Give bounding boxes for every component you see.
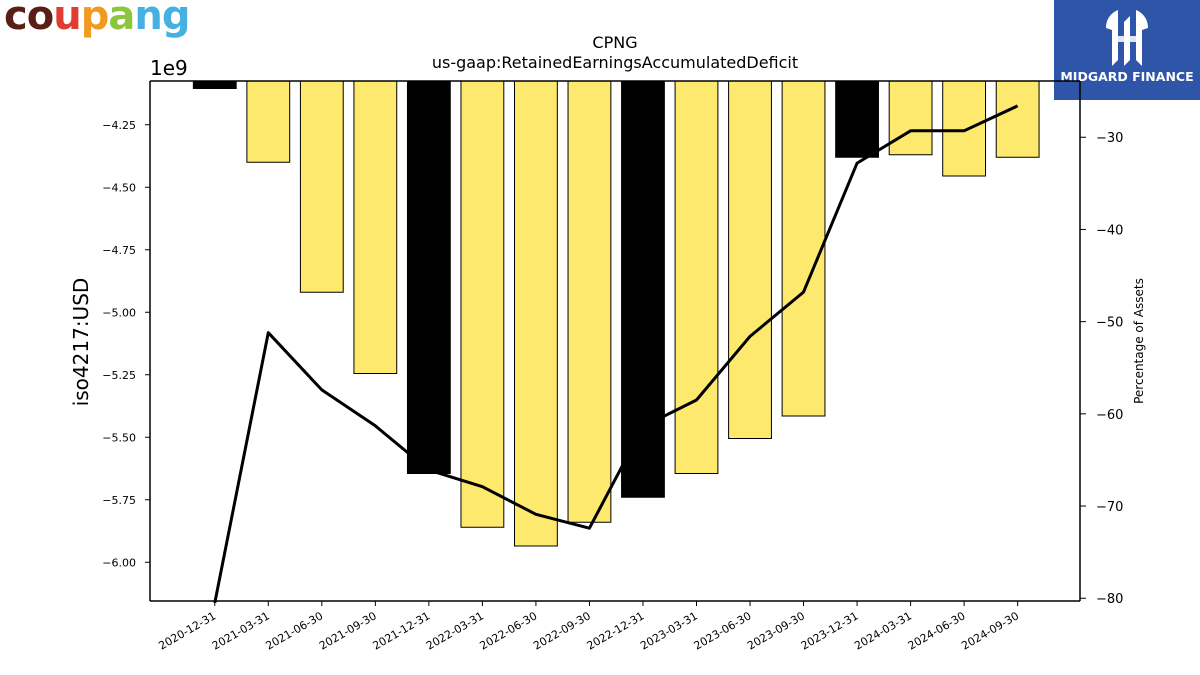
logo-letter: u [53, 0, 82, 39]
bar [942, 80, 987, 177]
midgard-finance-label: MIDGARD FINANCE [1060, 69, 1194, 84]
logo-letter: c [4, 0, 28, 39]
y-tick-label: −4.50 [102, 181, 136, 194]
y2-tick-label: −40 [1096, 223, 1123, 238]
x-tick-label: 2022-09-30 [531, 609, 593, 652]
y2-tick-label: −50 [1096, 316, 1123, 331]
bar [192, 80, 237, 89]
x-tick-label: 2024-03-31 [852, 609, 914, 652]
y-axis-label: iso4217:USD [69, 278, 93, 407]
y-tick-label: −4.25 [102, 119, 136, 132]
bar [835, 80, 879, 158]
y2-tick-label: −60 [1096, 408, 1123, 423]
bar [674, 80, 719, 474]
bar [353, 80, 398, 374]
x-tick-label: 2023-09-30 [745, 609, 807, 652]
bar [888, 80, 933, 156]
bar [406, 80, 451, 474]
y-tick-label: −6.00 [102, 556, 136, 569]
x-tick-label: 2024-09-30 [959, 609, 1021, 652]
bar [246, 80, 291, 163]
x-tick-label: 2021-06-30 [263, 609, 325, 652]
chart-title: CPNG [592, 33, 637, 52]
logo-letter: o [26, 0, 55, 39]
x-tick-label: 2023-06-30 [692, 609, 754, 652]
logo-letter: g [161, 0, 191, 39]
y-offset-label: 1e9 [150, 56, 188, 80]
line-layer [213, 104, 1019, 604]
bar [781, 80, 826, 417]
bar [567, 80, 612, 523]
y2-axis-label: Percentage of Assets [1132, 278, 1146, 404]
midgard-logo-icon [1106, 10, 1148, 66]
logo-letter: a [108, 0, 135, 39]
bar [728, 80, 772, 439]
midgard-finance-watermark: MIDGARD FINANCE [1054, 0, 1200, 100]
x-tick-label: 2024-06-30 [906, 609, 968, 652]
bar [621, 80, 665, 498]
x-tick-label: 2021-12-31 [370, 609, 432, 652]
coupang-logo: coupang [4, 0, 191, 39]
y2-tick-label: −70 [1096, 500, 1123, 515]
x-tick-label: 2022-06-30 [478, 609, 540, 652]
bar [514, 80, 558, 547]
y-tick-label: −5.25 [102, 369, 136, 382]
x-tick-label: 2022-03-31 [424, 609, 486, 652]
logo-letter: n [134, 0, 163, 39]
y-tick-label: −5.75 [102, 494, 136, 507]
x-tick-label: 2021-03-31 [210, 609, 272, 652]
bars-layer [192, 80, 1040, 547]
bar [460, 80, 505, 528]
y-tick-label: −5.00 [102, 306, 136, 319]
x-tick-label: 2021-09-30 [317, 609, 379, 652]
bar [299, 80, 344, 293]
y2-tick-label: −80 [1096, 592, 1123, 607]
y-tick-label: −4.75 [102, 244, 136, 257]
y-tick-label: −5.50 [102, 431, 136, 444]
bar [995, 80, 1040, 158]
x-tick-label: 2023-03-31 [638, 609, 700, 652]
percentage-of-assets-line [213, 104, 1019, 604]
logo-letter: p [80, 0, 110, 39]
x-tick-label: 2020-12-31 [156, 609, 218, 652]
x-tick-label: 2023-12-31 [799, 609, 861, 652]
y2-tick-label: −30 [1096, 131, 1123, 146]
chart-subtitle: us-gaap:RetainedEarningsAccumulatedDefic… [432, 53, 798, 72]
x-tick-label: 2022-12-31 [585, 609, 647, 652]
